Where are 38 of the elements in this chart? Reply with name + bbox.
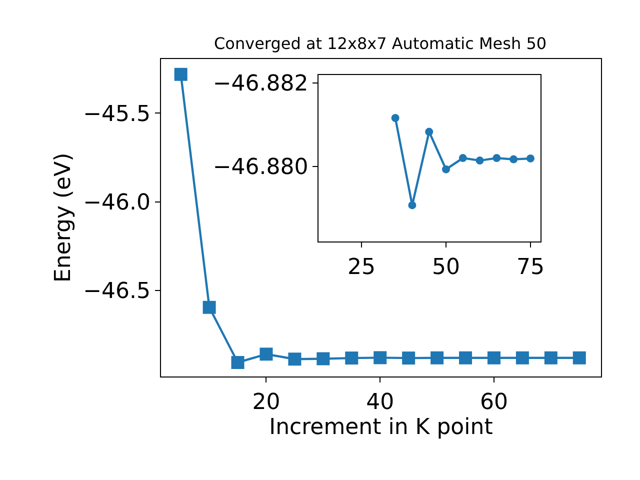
x-tick-label: 75: [516, 254, 544, 280]
point: [544, 351, 558, 364]
x-tick-label: 60: [480, 390, 508, 415]
x-tick-label: 20: [252, 390, 280, 415]
point: [425, 128, 434, 136]
point: [492, 154, 501, 162]
point: [402, 352, 416, 365]
x-tick-label: 50: [432, 254, 460, 280]
y-tick-label: −46.882: [212, 72, 308, 97]
point: [288, 352, 302, 366]
point: [510, 155, 518, 164]
point: [408, 201, 416, 210]
y-tick-label: −45.5: [83, 102, 151, 127]
point: [316, 352, 330, 366]
point: [459, 351, 472, 364]
point: [442, 165, 450, 174]
point: [516, 351, 529, 364]
point: [202, 300, 216, 314]
x-tick-label: 25: [348, 254, 376, 280]
point: [458, 154, 467, 162]
point: [526, 154, 534, 162]
x-axis-title: Increment in K point: [269, 414, 494, 440]
point: [391, 114, 400, 122]
point: [260, 348, 273, 361]
point: [430, 351, 444, 364]
y-tick-label: −46.5: [83, 279, 151, 304]
chart-title: Converged at 12x8x7 Automatic Mesh 50: [214, 34, 547, 53]
point: [174, 68, 188, 81]
x-tick-label: 40: [366, 390, 394, 415]
point: [345, 352, 358, 365]
point: [572, 351, 586, 364]
point: [231, 356, 244, 369]
point: [476, 156, 484, 165]
point: [487, 351, 500, 364]
y-tick-label: −46.0: [83, 190, 151, 216]
y-tick-label: −46.880: [212, 155, 308, 180]
point: [374, 351, 387, 364]
y-axis-title: Energy (eV): [50, 152, 76, 283]
